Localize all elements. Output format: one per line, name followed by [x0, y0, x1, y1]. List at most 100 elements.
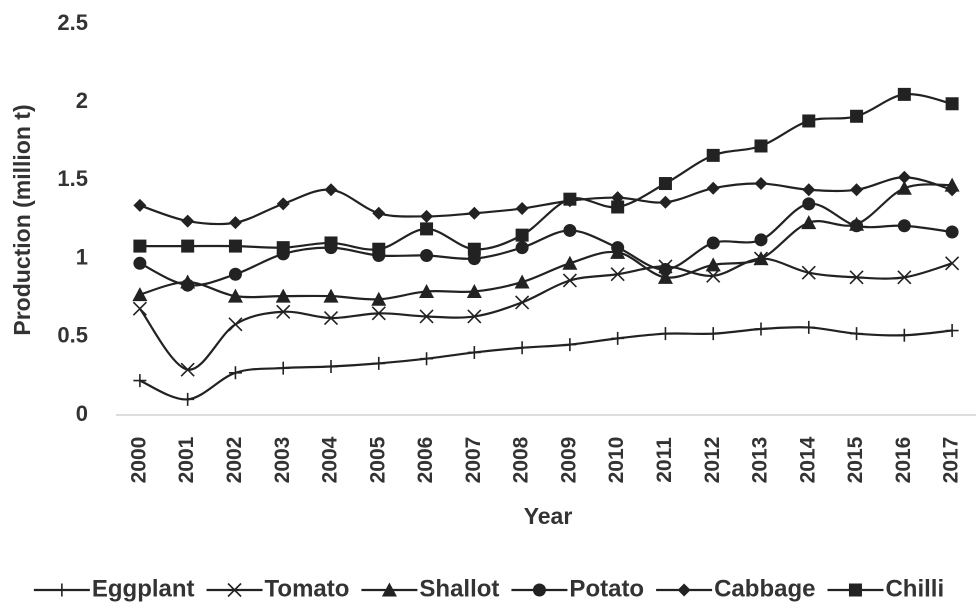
- marker: [945, 324, 959, 338]
- marker: [802, 114, 816, 128]
- marker: [945, 97, 959, 111]
- x-tick-label: 2013: [749, 437, 772, 484]
- marker: [181, 392, 195, 406]
- marker: [419, 283, 435, 298]
- x-tick-label: 2000: [127, 437, 150, 484]
- marker: [801, 215, 817, 230]
- marker: [706, 148, 720, 162]
- marker: [420, 209, 434, 223]
- marker: [228, 239, 242, 253]
- marker: [562, 273, 577, 288]
- marker: [563, 223, 577, 237]
- x-tick-label: 2005: [366, 436, 389, 483]
- marker: [563, 192, 577, 206]
- marker: [181, 214, 195, 228]
- legend-label: Potato: [569, 575, 644, 602]
- marker: [611, 331, 625, 345]
- marker: [945, 183, 959, 197]
- marker: [802, 197, 816, 211]
- legend: Eggplant Tomato Shallot Potato Cabbage Chilli: [33, 575, 944, 602]
- marker: [658, 195, 672, 209]
- marker: [372, 356, 386, 370]
- marker: [420, 352, 434, 366]
- marker: [945, 256, 960, 271]
- marker: [897, 270, 912, 285]
- legend-label: Chilli: [885, 575, 944, 602]
- marker: [753, 251, 769, 266]
- marker: [515, 341, 529, 355]
- y-tick-label: 2.5: [57, 10, 88, 35]
- marker: [657, 269, 673, 284]
- x-tick-label: 2015: [844, 436, 867, 483]
- marker: [227, 288, 243, 303]
- marker: [323, 288, 339, 303]
- marker: [133, 374, 147, 388]
- marker: [133, 198, 147, 212]
- marker: [181, 278, 195, 292]
- marker: [850, 183, 864, 197]
- marker: [381, 582, 397, 597]
- marker: [228, 267, 242, 281]
- marker: [658, 327, 672, 341]
- marker: [181, 239, 195, 253]
- marker: [850, 219, 864, 233]
- x-tick-label: 2003: [271, 437, 294, 484]
- y-tick-label: 0.5: [57, 323, 88, 348]
- x-tick-label: 2001: [175, 436, 198, 483]
- marker: [514, 274, 530, 289]
- marker: [467, 206, 481, 220]
- marker: [706, 236, 720, 250]
- marker: [532, 583, 546, 597]
- marker: [611, 200, 625, 214]
- x-tick-label: 2009: [557, 437, 580, 484]
- marker: [754, 139, 768, 153]
- marker: [133, 239, 147, 253]
- marker: [55, 583, 69, 597]
- marker: [802, 183, 816, 197]
- x-tick-label: 2004: [319, 436, 342, 483]
- marker: [180, 362, 195, 377]
- marker: [515, 295, 530, 310]
- marker: [754, 233, 768, 247]
- marker: [419, 309, 434, 324]
- marker: [420, 222, 434, 236]
- legend-label: Eggplant: [92, 575, 195, 602]
- x-tick-label: 2002: [223, 437, 246, 484]
- marker: [372, 242, 386, 256]
- series-line: [139, 257, 953, 371]
- marker: [276, 241, 290, 255]
- series-line: [139, 326, 953, 401]
- series-line: [139, 183, 953, 301]
- marker: [706, 181, 720, 195]
- series-line: [139, 93, 953, 251]
- y-tick-label: 1.5: [57, 166, 88, 191]
- marker: [515, 202, 529, 216]
- marker: [754, 177, 768, 191]
- marker: [658, 263, 672, 277]
- marker: [133, 256, 147, 270]
- marker: [372, 206, 386, 220]
- legend-label: Shallot: [419, 575, 499, 602]
- x-tick-label: 2014: [796, 436, 819, 483]
- y-axis-title: Production (million t): [9, 104, 35, 335]
- marker: [563, 338, 577, 352]
- marker: [658, 177, 672, 191]
- marker: [467, 345, 481, 359]
- x-tick-label: 2017: [940, 437, 963, 484]
- x-tick-label: 2016: [892, 437, 915, 484]
- marker: [562, 255, 578, 270]
- marker: [754, 322, 768, 336]
- marker: [132, 287, 148, 302]
- marker: [801, 265, 816, 280]
- legend-label: Tomato: [265, 575, 350, 602]
- marker: [677, 583, 691, 597]
- marker: [515, 241, 529, 255]
- marker: [897, 219, 911, 233]
- x-axis-title: Year: [524, 503, 573, 529]
- marker: [705, 257, 721, 272]
- marker: [467, 309, 482, 324]
- marker: [420, 248, 434, 262]
- marker: [228, 216, 242, 230]
- marker: [467, 242, 481, 256]
